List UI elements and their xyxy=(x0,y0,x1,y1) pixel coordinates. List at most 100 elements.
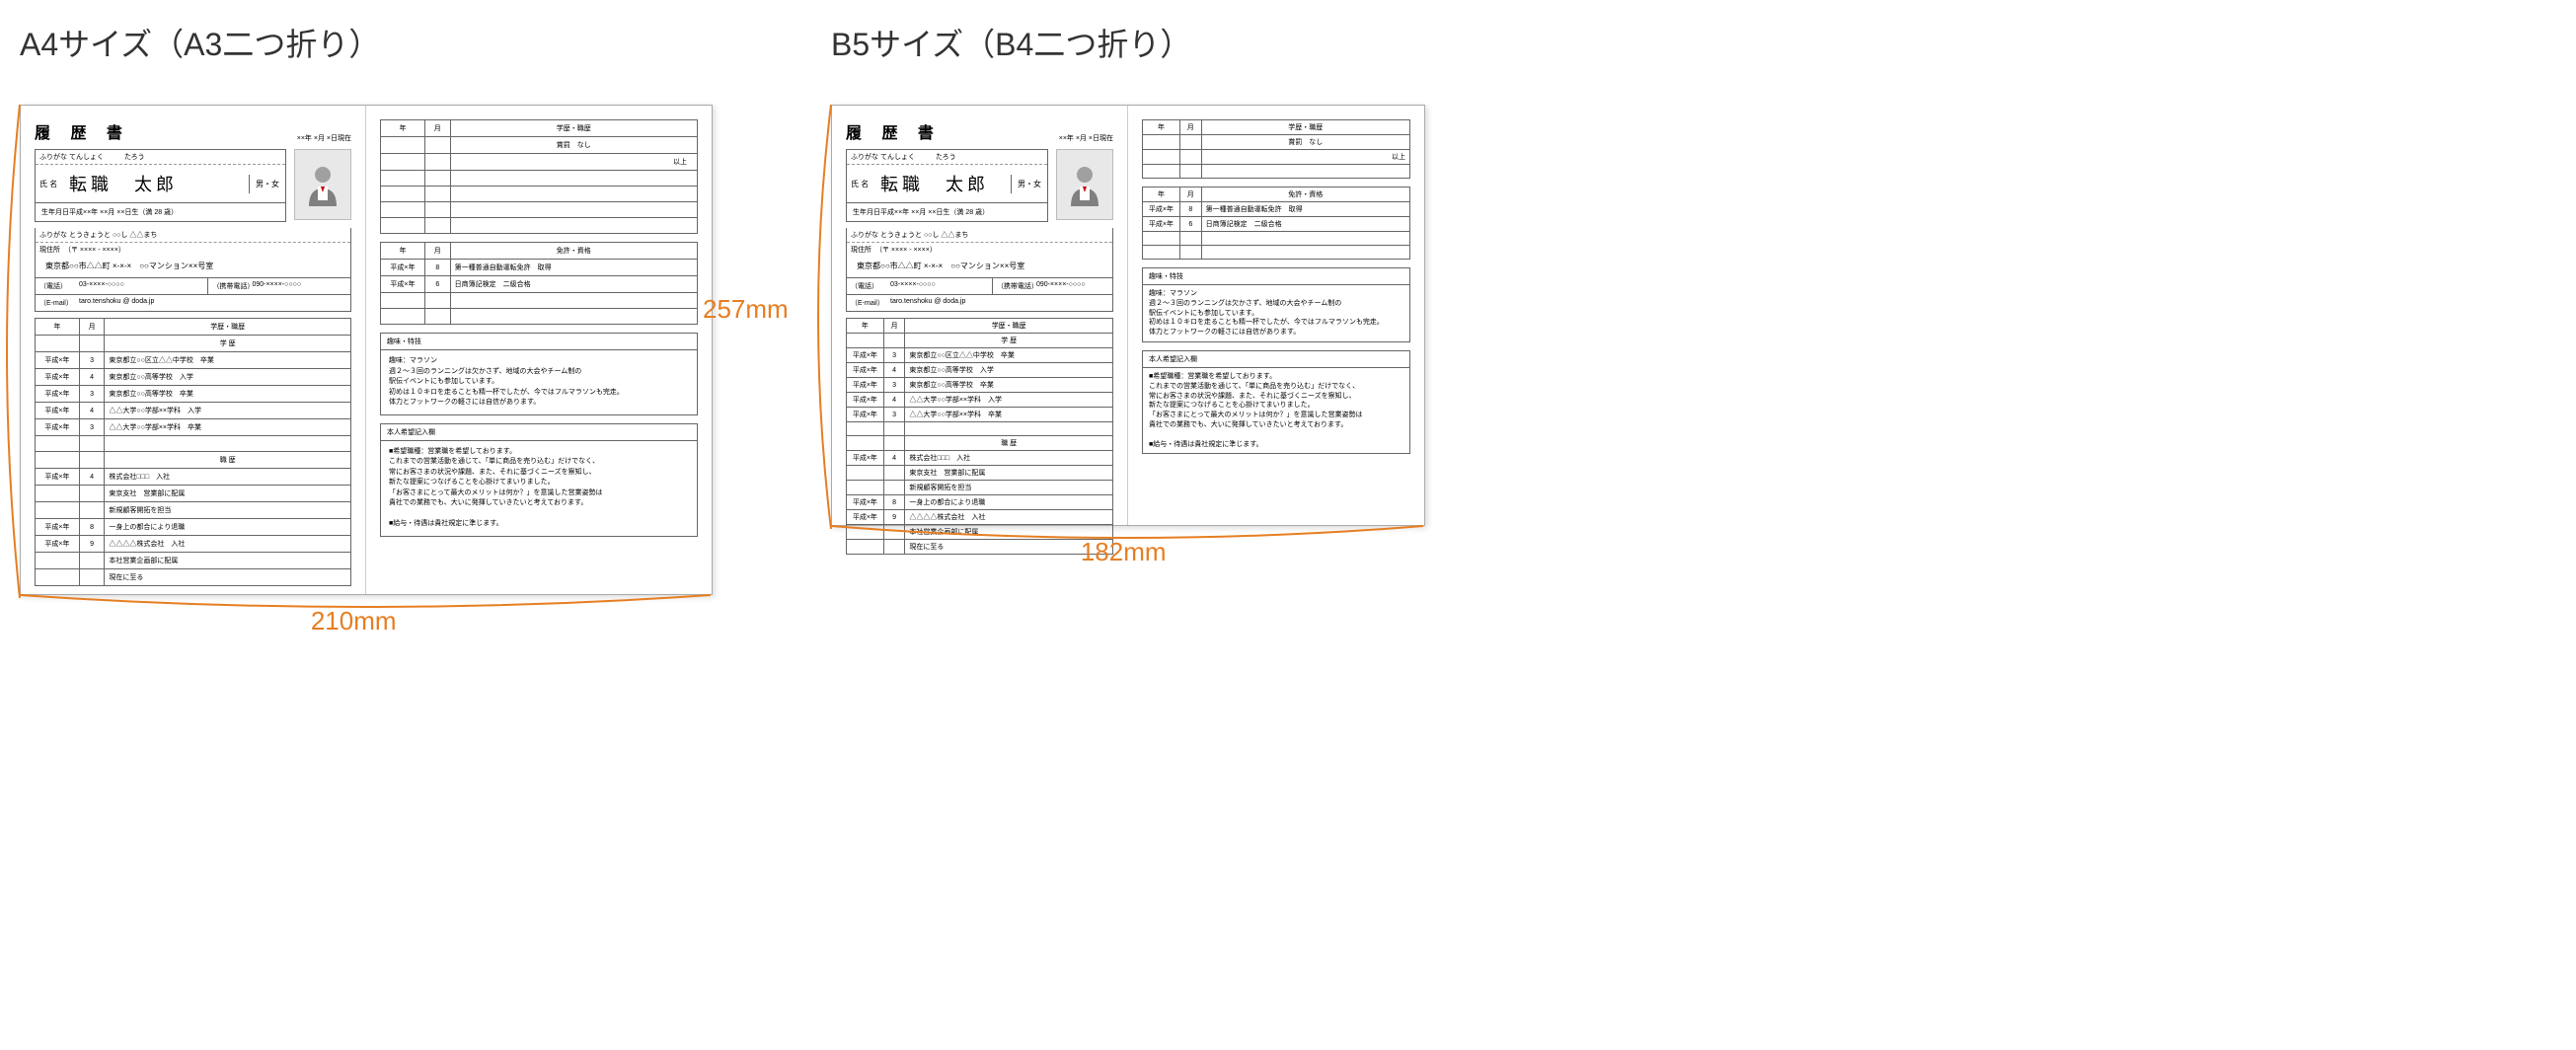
gender: 男・女 xyxy=(1011,175,1047,193)
history-row: 賞罰 なし xyxy=(1143,135,1410,150)
birth-label: 生年月日 xyxy=(39,207,69,217)
addr-label: 現住所 xyxy=(851,247,871,254)
license-table: 年月免許・資格平成×年8第一種普通自動運転免許 取得平成×年6日商簿記検定 二級… xyxy=(1142,187,1410,260)
wish-body: ■希望職種：営業職を希望しております。これまでの営業活動を通じて、「単に商品を売… xyxy=(381,441,697,536)
addr-label: 現住所 xyxy=(39,247,60,254)
name-block: ふりがなてんしょく たろう氏 名転職 太郎男・女生年月日平成××年 ××月 ××… xyxy=(35,149,286,222)
furigana-label: ふりがな xyxy=(39,152,69,162)
history-row: 平成×年9△△△△株式会社 入社 xyxy=(847,510,1113,525)
history-row: 平成×年9△△△△株式会社 入社 xyxy=(36,536,351,553)
history-row: 平成×年8一身上の都合により退職 xyxy=(847,495,1113,510)
doc-title: 履 歴 書 xyxy=(846,119,942,143)
address-value: 東京都○○市△△町 ×-×-× ○○マンション××号室 xyxy=(847,257,1112,277)
history-row: 以上 xyxy=(381,154,698,171)
history-table-right: 年月学歴・職歴賞罰 なし以上 xyxy=(1142,119,1410,179)
history-row: 新規顧客開拓を担当 xyxy=(847,481,1113,495)
arc-left-a4 xyxy=(2,105,22,598)
name-label: 氏 名 xyxy=(847,175,876,193)
tel-value: 03-××××-○○○○ xyxy=(79,281,124,291)
history-row: 東京支社 営業部に配属 xyxy=(847,466,1113,481)
b5-resume: 履 歴 書××年 ×月 ×日現在ふりがなてんしょく たろう氏 名転職 太郎男・女… xyxy=(831,105,1425,526)
a4-block: A4サイズ（A3二つ折り） 297mm 210mm 履 歴 書××年 ×月 ×日… xyxy=(20,20,713,595)
postal: （〒 ×××× - ××××） xyxy=(62,247,127,256)
history-row: 本社営業企画部に配属 xyxy=(36,553,351,569)
history-row: 学 歴 xyxy=(36,336,351,352)
hobby-body: 趣味：マラソン週２～３回のランニングは欠かさず、地域の大会やチーム制の駅伝イベン… xyxy=(1143,285,1409,341)
a4-width-label: 210mm xyxy=(311,606,397,637)
address-block: ふりがなとうきょうと ○○し △△まち現住所 （〒 ×××× - ××××）東京… xyxy=(846,228,1113,278)
wish-body: ■希望職種：営業職を希望しております。これまでの営業活動を通じて、「単に商品を売… xyxy=(1143,368,1409,453)
a4-right-page: 年月学歴・職歴賞罰 なし以上年月免許・資格平成×年8第一種普通自動運転免許 取得… xyxy=(366,106,712,594)
furigana-value: てんしょく たろう xyxy=(69,152,145,162)
license-row: 平成×年8第一種普通自動運転免許 取得 xyxy=(381,260,698,276)
hobby-header: 趣味・特技 xyxy=(1143,268,1409,285)
furigana-label: ふりがな xyxy=(851,152,880,162)
history-row: 平成×年4株式会社□□□ 入社 xyxy=(847,451,1113,466)
history-row: 東京支社 営業部に配属 xyxy=(36,486,351,502)
history-table-left: 年月学歴・職歴学 歴平成×年3東京都立○○区立△△中学校 卒業平成×年4東京都立… xyxy=(35,318,351,586)
history-row: 平成×年8一身上の都合により退職 xyxy=(36,519,351,536)
history-row: 平成×年3東京都立○○高等学校 卒業 xyxy=(847,378,1113,393)
license-row xyxy=(1143,246,1410,260)
furigana-value: てんしょく たろう xyxy=(880,152,956,162)
b5-width-label: 182mm xyxy=(1081,537,1167,567)
wish-header: 本人希望記入欄 xyxy=(381,424,697,441)
history-row xyxy=(381,202,698,218)
history-row: 新規顧客開拓を担当 xyxy=(36,502,351,519)
license-table: 年月免許・資格平成×年8第一種普通自動運転免許 取得平成×年6日商簿記検定 二級… xyxy=(380,242,698,325)
b5-height-label: 257mm xyxy=(703,294,789,325)
phone-row: （電話）03-××××-○○○○ （携帯電話）090-××××-○○○○ xyxy=(846,278,1113,295)
photo-icon xyxy=(294,149,351,220)
gender: 男・女 xyxy=(249,175,285,193)
phone-row: （電話）03-××××-○○○○（携帯電話）090-××××-○○○○ xyxy=(35,278,351,295)
furigana-label: ふりがな xyxy=(851,230,880,240)
history-row: 学 歴 xyxy=(847,334,1113,348)
arc-left-b5 xyxy=(813,105,833,529)
history-row: 平成×年3東京都立○○区立△△中学校 卒業 xyxy=(36,352,351,369)
license-row: 平成×年8第一種普通自動運転免許 取得 xyxy=(1143,202,1410,217)
license-row: 平成×年6日商簿記検定 二級合格 xyxy=(381,276,698,293)
name-label: 氏 名 xyxy=(36,175,65,193)
furigana-label: ふりがな xyxy=(39,230,69,240)
birth-label: 生年月日 xyxy=(851,207,880,217)
tel-label: （電話） xyxy=(851,281,890,291)
mobile-label: （携帯電話） xyxy=(212,281,252,291)
a4-title: A4サイズ（A3二つ折り） xyxy=(20,20,713,65)
addr-furigana: とうきょうと ○○し △△まち xyxy=(69,230,157,240)
mobile-value: 090-××××-○○○○ xyxy=(1036,281,1086,291)
history-row xyxy=(381,171,698,187)
tel-value: 03-××××-○○○○ xyxy=(890,281,936,291)
history-row: 職 歴 xyxy=(847,436,1113,451)
address-value: 東京都○○市△△町 ×-×-× ○○マンション××号室 xyxy=(36,257,350,277)
history-row xyxy=(381,218,698,234)
a4-resume: 履 歴 書××年 ×月 ×日現在ふりがなてんしょく たろう氏 名転職 太郎男・女… xyxy=(20,105,713,595)
wish-section: 本人希望記入欄■希望職種：営業職を希望しております。これまでの営業活動を通じて、… xyxy=(380,423,698,537)
b5-resume-wrap: 257mm 182mm 履 歴 書××年 ×月 ×日現在ふりがなてんしょく たろ… xyxy=(831,105,1425,526)
name-value: 転職 太郎 xyxy=(876,165,1011,202)
history-table-left: 年月学歴・職歴学 歴平成×年3東京都立○○区立△△中学校 卒業平成×年4東京都立… xyxy=(846,318,1113,555)
comparison-container: A4サイズ（A3二つ折り） 297mm 210mm 履 歴 書××年 ×月 ×日… xyxy=(20,20,2556,595)
history-row: 平成×年4△△大学○○学部××学科 入学 xyxy=(847,393,1113,408)
name-block: ふりがなてんしょく たろう氏 名転職 太郎男・女生年月日平成××年 ××月 ××… xyxy=(846,149,1048,222)
address-block: ふりがなとうきょうと ○○し △△まち現住所 （〒 ×××× - ××××）東京… xyxy=(35,228,351,278)
email-label: （E-mail） xyxy=(851,298,890,308)
history-row: 平成×年3東京都立○○高等学校 卒業 xyxy=(36,386,351,403)
doc-date: ××年 ×月 ×日現在 xyxy=(1059,133,1113,143)
birth-value: 平成××年 ××月 ××日生（満 28 歳） xyxy=(69,207,178,217)
wish-header: 本人希望記入欄 xyxy=(1143,351,1409,368)
history-row: 現在に至る xyxy=(36,569,351,586)
doc-date: ××年 ×月 ×日現在 xyxy=(297,133,351,143)
history-row: 職 歴 xyxy=(36,452,351,469)
history-row xyxy=(381,187,698,202)
mobile-label: （携帯電話） xyxy=(997,281,1036,291)
history-table-right: 年月学歴・職歴賞罰 なし以上 xyxy=(380,119,698,234)
history-row: 平成×年3東京都立○○区立△△中学校 卒業 xyxy=(847,348,1113,363)
license-row xyxy=(381,309,698,325)
b5-block: B5サイズ（B4二つ折り） 257mm 182mm 履 歴 書××年 ×月 ×日… xyxy=(831,20,1425,595)
mobile-value: 090-××××-○○○○ xyxy=(252,281,301,291)
postal: （〒 ×××× - ××××） xyxy=(873,247,939,256)
b5-right-page: 年月学歴・職歴賞罰 なし以上年月免許・資格平成×年8第一種普通自動運転免許 取得… xyxy=(1128,106,1424,525)
email-label: （E-mail） xyxy=(39,298,79,308)
a4-left-page: 履 歴 書××年 ×月 ×日現在ふりがなてんしょく たろう氏 名転職 太郎男・女… xyxy=(21,106,366,594)
addr-furigana: とうきょうと ○○し △△まち xyxy=(880,230,968,240)
